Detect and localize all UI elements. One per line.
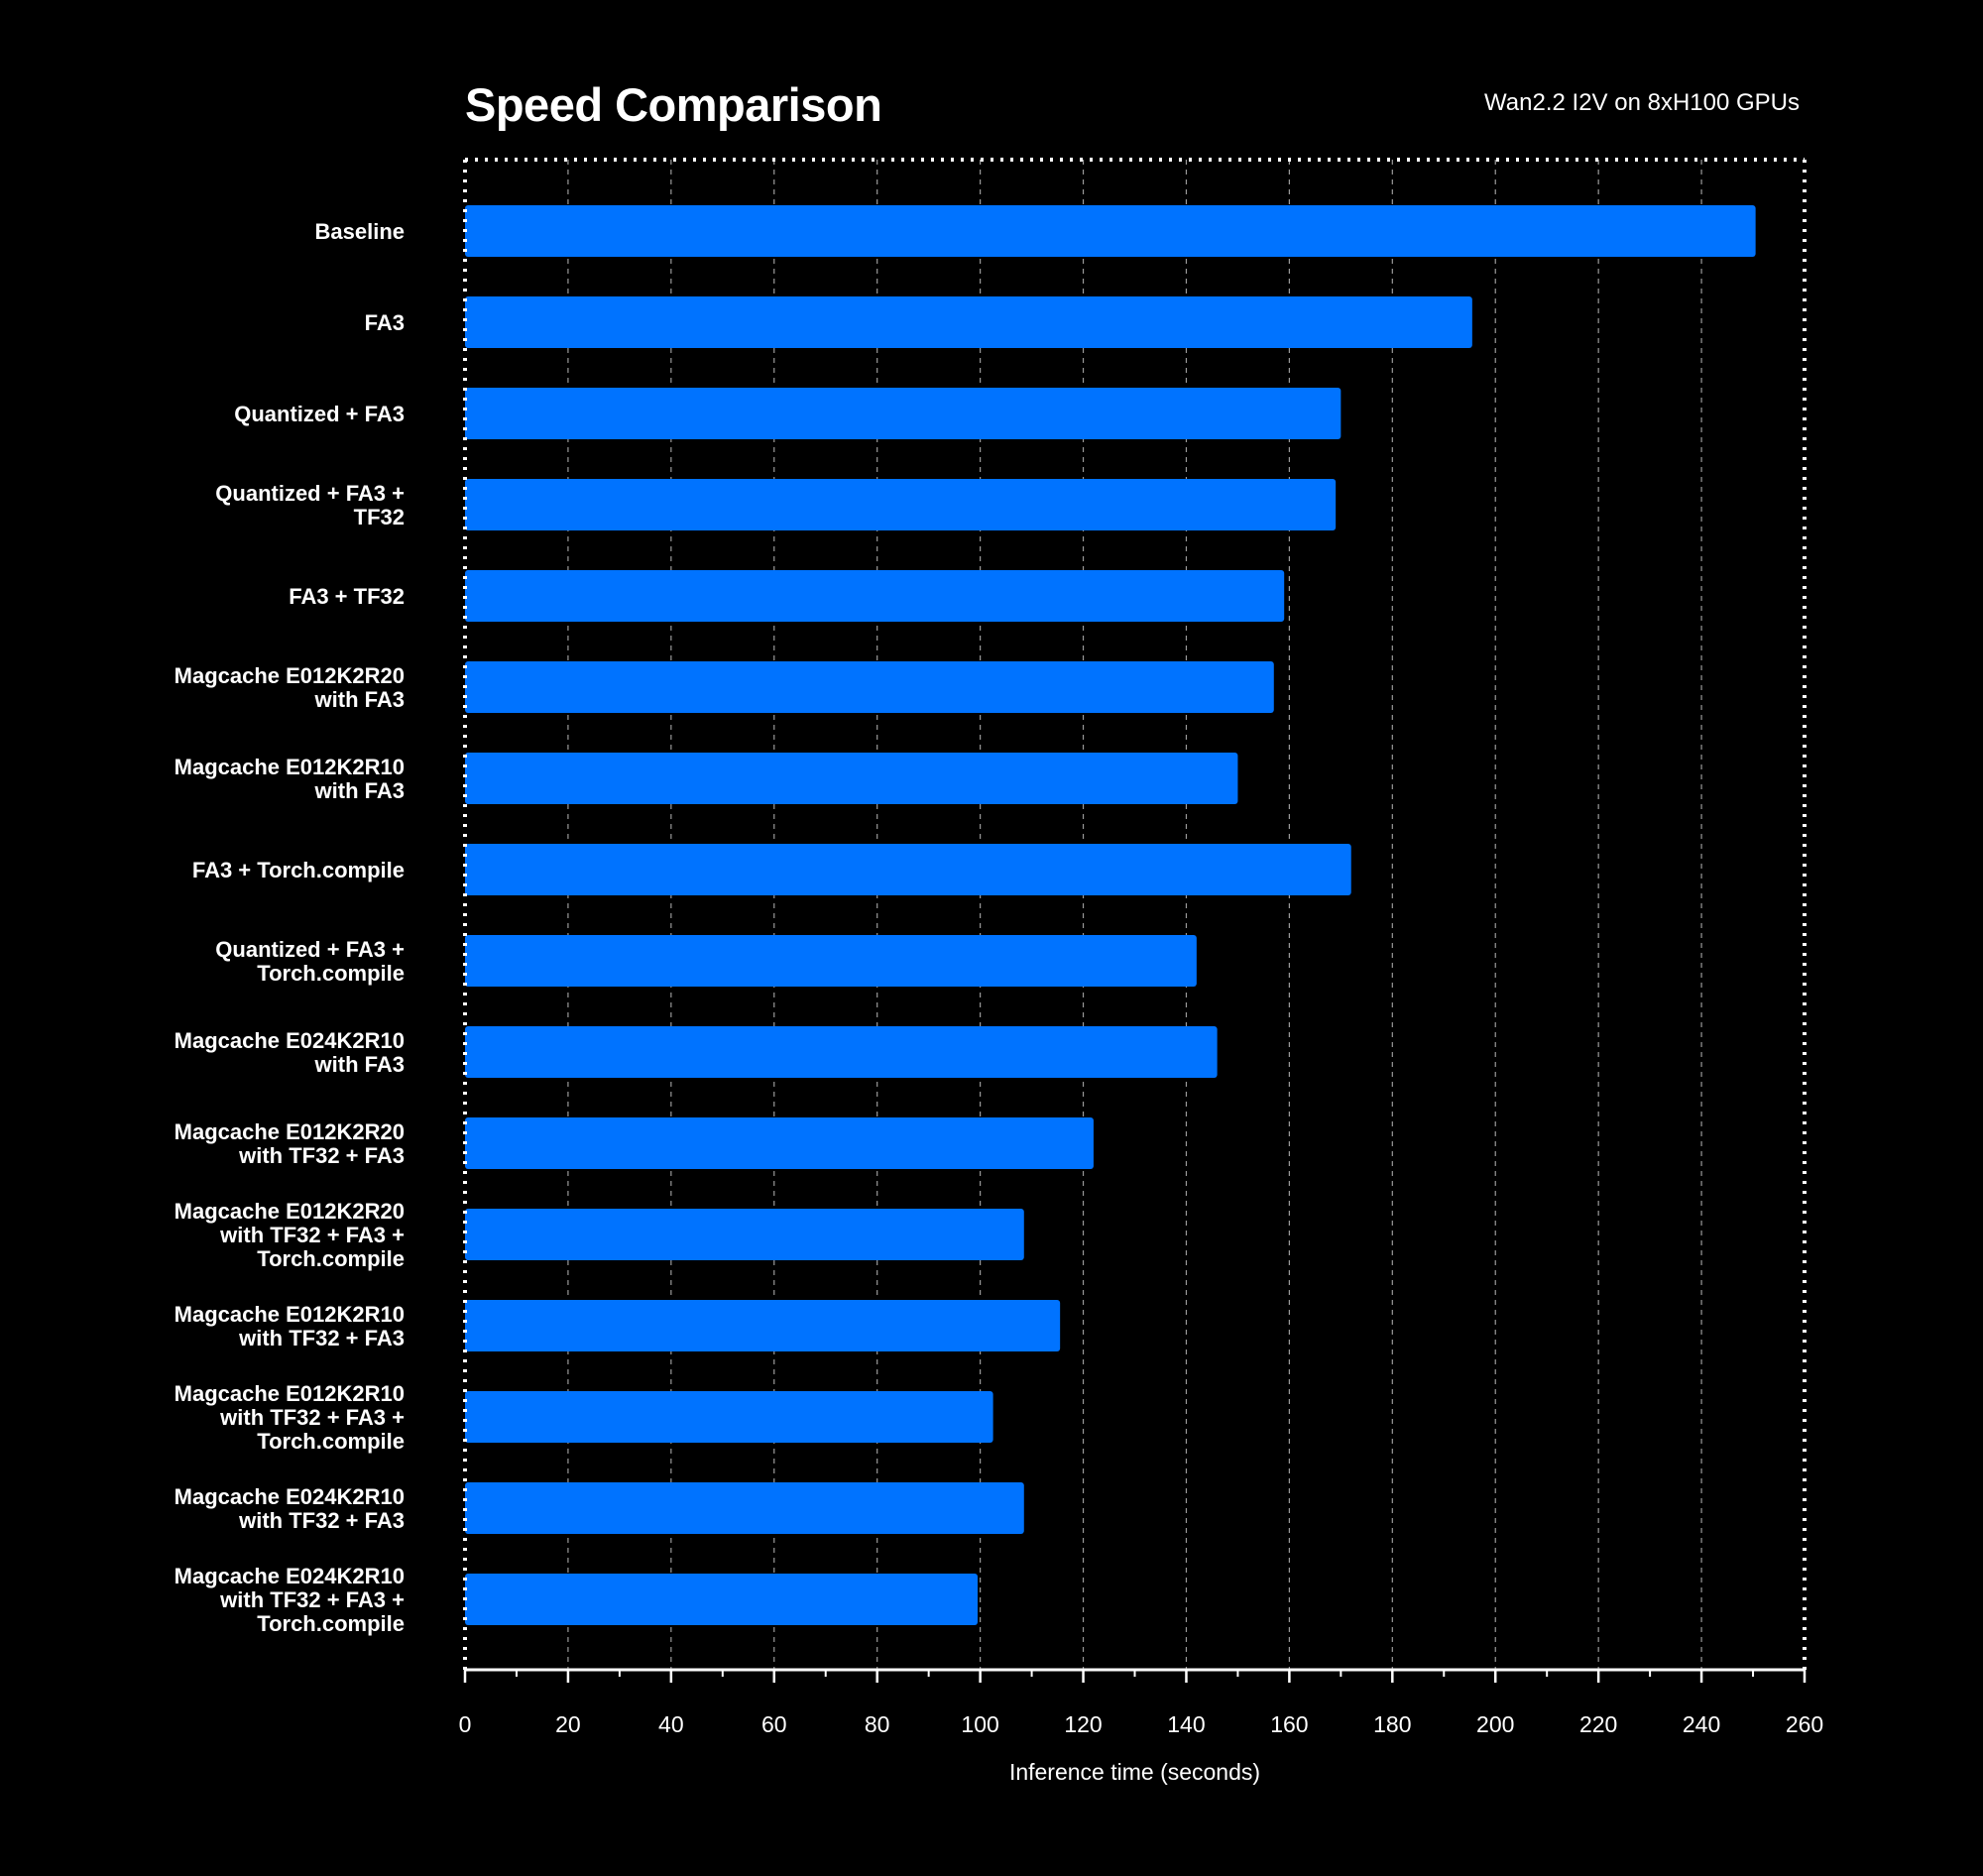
bar	[465, 388, 1341, 439]
category-label: Magcache E012K2R20 with FA3	[175, 663, 405, 712]
bar	[465, 1300, 1061, 1351]
category-label: Baseline	[315, 219, 406, 244]
chart-subtitle: Wan2.2 I2V on 8xH100 GPUs	[1484, 89, 1800, 116]
bar	[465, 1482, 1024, 1534]
bar	[465, 661, 1274, 713]
category-label: Magcache E012K2R10 with FA3	[175, 755, 405, 803]
category-label: Magcache E024K2R10 with TF32 + FA3	[175, 1484, 405, 1533]
bar	[465, 1026, 1218, 1078]
category-label: Magcache E024K2R10 with TF32 + FA3 + Torch…	[175, 1564, 405, 1636]
bar	[465, 205, 1756, 257]
x-tick-label: 160	[1270, 1711, 1308, 1737]
x-tick-label: 100	[961, 1711, 998, 1737]
x-tick-label: 240	[1683, 1711, 1720, 1737]
x-tick-label: 180	[1373, 1711, 1411, 1737]
category-label: Magcache E024K2R10 with FA3	[175, 1028, 405, 1077]
category-label: Quantized + FA3	[234, 402, 405, 426]
category-label: Magcache E012K2R10 with TF32 + FA3 + Torch…	[175, 1381, 405, 1454]
bar	[465, 479, 1337, 530]
bar	[465, 1391, 993, 1443]
category-label: Quantized + FA3 + TF32	[215, 481, 405, 529]
x-axis-title: Inference time (seconds)	[1009, 1759, 1260, 1785]
category-labels: Baseline FA3 Quantized + FA3 Quantized + FA…	[175, 219, 405, 1636]
x-tick-label: 80	[865, 1711, 890, 1737]
chart-title: Speed Comparison	[465, 78, 882, 131]
category-label: Magcache E012K2R20 with TF32 + FA3 + Torch…	[175, 1199, 405, 1271]
plot-frame	[463, 158, 1807, 1670]
x-tick-label: 60	[761, 1711, 787, 1737]
x-tick-label: 220	[1579, 1711, 1617, 1737]
bar	[465, 935, 1197, 987]
bar	[465, 753, 1238, 804]
bar	[465, 1574, 979, 1625]
bars	[465, 205, 1756, 1625]
x-tick-label: 200	[1476, 1711, 1514, 1737]
category-label: FA3 + Torch.compile	[192, 858, 405, 882]
x-tick-label: 20	[555, 1711, 581, 1737]
x-axis: 0 20 40 60 80 100 120 140 160 180 200 220 240 260 Infe…	[459, 1668, 1823, 1785]
x-tick-label: 120	[1064, 1711, 1102, 1737]
category-label: Magcache E012K2R10 with TF32 + FA3	[175, 1302, 405, 1350]
category-label: Quantized + FA3 + Torch.compile	[215, 937, 405, 986]
bar	[465, 1117, 1094, 1169]
bar	[465, 570, 1285, 622]
category-label: FA3	[365, 310, 405, 335]
bar	[465, 296, 1472, 348]
x-tick-label: 140	[1167, 1711, 1205, 1737]
gridlines	[567, 160, 1702, 1670]
x-tick-label: 40	[658, 1711, 684, 1737]
category-label: FA3 + TF32	[289, 584, 405, 609]
x-tick-label: 0	[459, 1711, 472, 1737]
bar	[465, 844, 1351, 895]
category-label: Magcache E012K2R20 with TF32 + FA3	[175, 1119, 405, 1168]
x-tick-label: 260	[1786, 1711, 1823, 1737]
bar	[465, 1209, 1024, 1260]
